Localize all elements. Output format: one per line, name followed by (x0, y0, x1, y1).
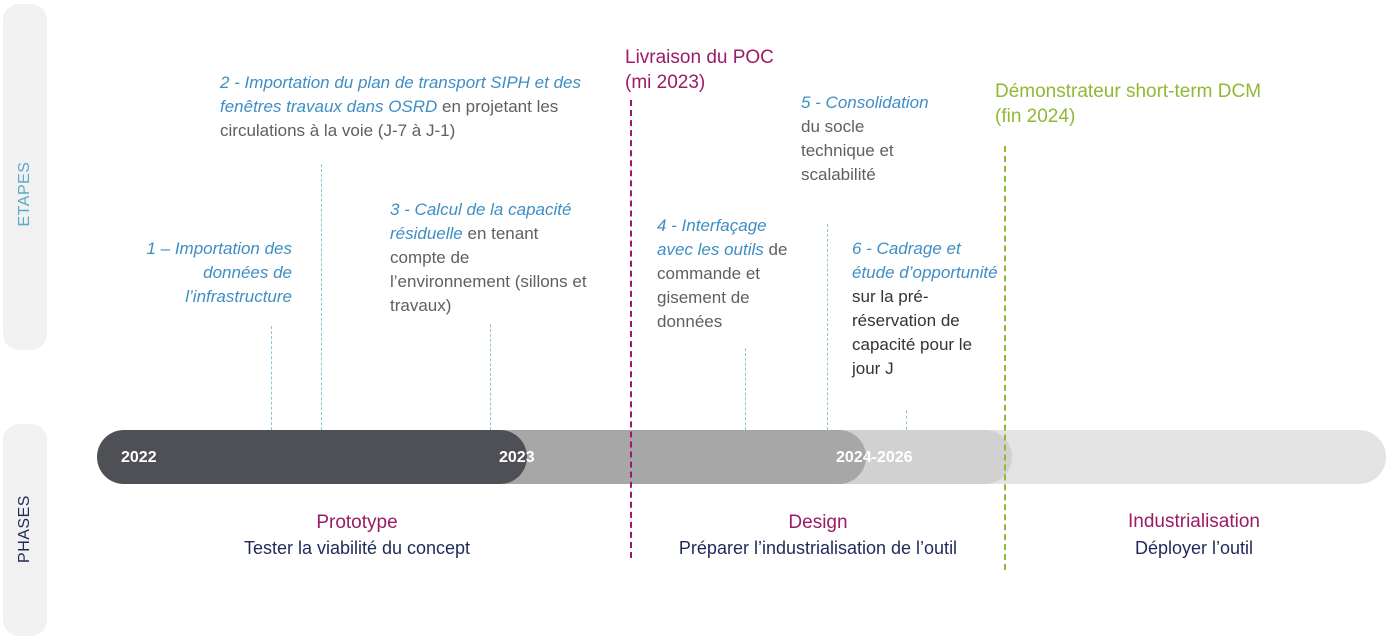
step-5-description: du socle technique et scalabilité (801, 117, 894, 184)
year-label-2024-2026: 2024-2026 (836, 449, 913, 466)
phases-label: PHASES (16, 495, 33, 563)
step-4: 4 - Interfaçage avec les outils de comma… (657, 214, 797, 334)
step-6-connector (906, 410, 907, 430)
poc-milestone-date: (mi 2023) (625, 72, 706, 93)
step-6-title: 6 - Cadrage et étude d’opportunité (852, 239, 998, 282)
phase-design-title: Design (788, 512, 848, 533)
poc-milestone-line (630, 100, 632, 558)
phase-prototype-title: Prototype (316, 512, 398, 533)
step-3-title: 3 - Calcul de la capacité résiduelle (390, 200, 572, 243)
phase-prototype-subtitle: Tester la viabilité du concept (243, 538, 471, 558)
step-1: 1 – Importation des données de l’infrast… (96, 237, 292, 309)
timeline-segment-2022 (97, 430, 527, 484)
step-2-description: en projetant les circulations à la voie … (220, 97, 559, 140)
step-1-connector (271, 326, 272, 430)
phase-design-subtitle: Préparer l’industrialisation de l’outil (678, 538, 958, 558)
dcm-milestone-line (1004, 146, 1006, 570)
poc-milestone-label: Livraison du POC (mi 2023) (625, 45, 774, 95)
dcm-milestone-label: Démonstrateur short-term DCM (fin 2024) (995, 79, 1261, 129)
step-6-description: sur la pré-réservation de capacité pour … (852, 287, 973, 378)
year-label-2023: 2023 (499, 449, 535, 466)
step-5: 5 - Consolidation du socle technique et … (801, 91, 929, 187)
step-5-connector (827, 224, 828, 430)
etapes-label: ETAPES (16, 161, 33, 227)
step-3: 3 - Calcul de la capacité résiduelle en … (390, 198, 590, 318)
step-3-description: en tenant compte de l’environnement (sil… (390, 224, 587, 315)
step-1-title: 1 – Importation des données de l’infrast… (146, 239, 292, 306)
step-2-connector (321, 164, 322, 430)
etapes-sidebar (3, 4, 47, 350)
step-4-title: 4 - Interfaçage avec les outils (657, 216, 767, 259)
phase-industrialisation-subtitle: Déployer l’outil (1134, 538, 1254, 558)
dcm-milestone-date: (fin 2024) (995, 106, 1076, 127)
phase-industrialisation-title: Industrialisation (1127, 511, 1261, 532)
poc-milestone-title: Livraison du POC (625, 47, 774, 68)
year-label-2022: 2022 (121, 449, 157, 466)
dcm-milestone-title: Démonstrateur short-term DCM (995, 81, 1262, 102)
step-3-connector (490, 324, 491, 430)
step-4-connector (745, 348, 746, 430)
timeline-segment-2023 (474, 430, 866, 484)
phases-sidebar (3, 424, 47, 636)
step-2-title: 2 - Importation du plan de transport SIP… (220, 73, 581, 116)
step-5-title: 5 - Consolidation (801, 93, 929, 112)
step-4-description: de commande et gisement de données (657, 240, 788, 331)
step-6: 6 - Cadrage et étude d’opportunité sur l… (852, 237, 998, 381)
step-2: 2 - Importation du plan de transport SIP… (220, 71, 592, 143)
